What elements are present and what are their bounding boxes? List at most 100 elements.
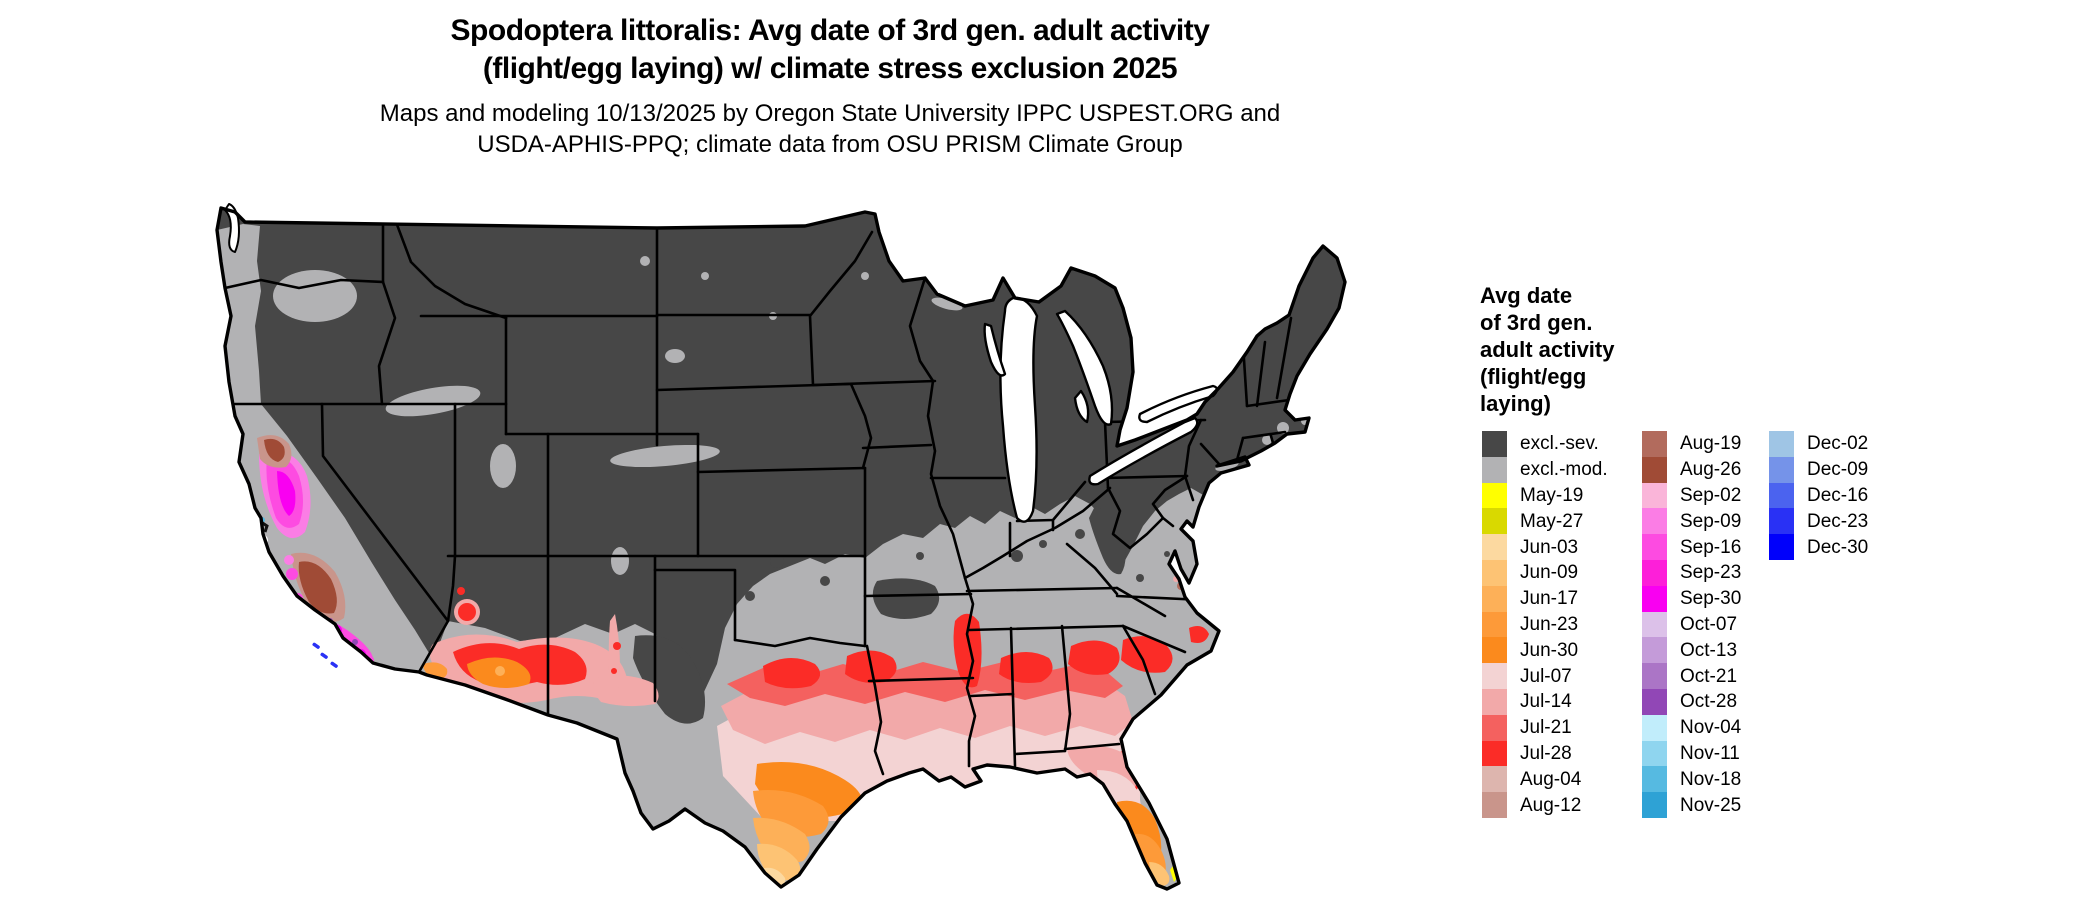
legend-entry-dec-09: Dec-09 [1769, 456, 1869, 483]
page-subtitle-line2: USDA-APHIS-PPQ; climate data from OSU PR… [477, 131, 1183, 158]
legend-swatch [1482, 663, 1507, 689]
legend-label: excl.-mod. [1520, 459, 1608, 481]
legend-label: Jun-09 [1520, 562, 1579, 584]
legend-entry-dec-16: Dec-16 [1769, 482, 1869, 509]
legend-entry-sep-09: Sep-09 [1642, 508, 1742, 535]
us-choropleth-map [165, 166, 1475, 892]
legend-swatch [1482, 740, 1507, 767]
legend-entry-may-27: May-27 [1482, 508, 1608, 535]
legend-swatch [1769, 534, 1794, 560]
legend-swatch [1482, 637, 1507, 664]
us-map-svg [215, 203, 1347, 891]
channel-islands-blue [312, 642, 338, 668]
legend-entry-jul-14: Jul-14 [1482, 688, 1608, 715]
legend-swatch [1642, 431, 1667, 457]
legend-label: May-27 [1520, 510, 1584, 532]
nm-riogrande-sliver [608, 614, 620, 695]
legend-label: May-19 [1520, 484, 1584, 506]
page-subtitle-line1: Maps and modeling 10/13/2025 by Oregon S… [379, 100, 1281, 127]
lake-huron [1055, 309, 1114, 426]
legend-entry-jun-09: Jun-09 [1482, 559, 1608, 586]
legend-entry-jul-07: Jul-07 [1482, 663, 1608, 689]
legend-label: Aug-26 [1680, 459, 1742, 481]
legend-entry-nov-04: Nov-04 [1642, 714, 1742, 741]
legend-swatch [1642, 688, 1667, 715]
legend-swatch [1642, 663, 1667, 689]
legend-label: excl.-sev. [1520, 433, 1599, 455]
region-excl-moderate-patches [273, 256, 1309, 575]
legend-entry-oct-21: Oct-21 [1642, 663, 1741, 689]
legend-label: Jun-17 [1520, 588, 1579, 610]
az-stgeorge-red [457, 587, 465, 595]
legend-swatch [1482, 482, 1507, 509]
legend-swatch [1482, 534, 1507, 560]
legend-entry-dec-02: Dec-02 [1769, 431, 1868, 457]
page-subtitle: Maps and modeling 10/13/2025 by Oregon S… [150, 98, 1510, 160]
legend-entry-aug-12: Aug-12 [1482, 792, 1608, 818]
legend-entry-dec-23: Dec-23 [1769, 508, 1868, 535]
legend-label: Jul-07 [1520, 665, 1572, 687]
legend-swatch [1769, 456, 1794, 483]
legend-label: Dec-09 [1807, 459, 1869, 481]
region-excl-severe-lobes [633, 506, 1170, 724]
state-borders [223, 208, 1293, 776]
legend-label: Jun-23 [1520, 613, 1579, 635]
legend-entry-sep-16: Sep-16 [1642, 534, 1741, 560]
legend-title-line4: (flight/egg [1480, 364, 1587, 389]
legend-label: Oct-21 [1680, 665, 1738, 687]
legend-label: Nov-18 [1680, 768, 1742, 790]
legend-entry-sep-02: Sep-02 [1642, 482, 1742, 509]
legend-label: Jul-28 [1520, 742, 1572, 764]
legend-entry-aug-19: Aug-19 [1642, 431, 1741, 457]
legend-label: Oct-13 [1680, 639, 1738, 661]
legend-swatch [1642, 456, 1667, 483]
nm-red-dab1 [613, 642, 621, 650]
legend-swatch [1482, 792, 1507, 818]
legend-entry-jul-28: Jul-28 [1482, 740, 1608, 767]
legend-column-3: Dec-02 Dec-09 Dec-16 Dec-23 Dec-30 [1769, 431, 1868, 560]
legend-title-line2: of 3rd gen. [1480, 310, 1593, 335]
legend-label: Oct-28 [1680, 691, 1738, 713]
az-vegas-red [458, 603, 476, 621]
legend-label: Nov-04 [1680, 717, 1742, 739]
legend-label: Oct-07 [1680, 613, 1738, 635]
legend-entry-oct-07: Oct-07 [1642, 611, 1741, 638]
legend-entry-aug-04: Aug-04 [1482, 766, 1608, 793]
legend-label: Jul-14 [1520, 691, 1572, 713]
legend-label: Nov-11 [1680, 742, 1740, 764]
legend-swatch [1482, 456, 1507, 483]
legend-title-line1: Avg date [1480, 283, 1573, 308]
legend-label: Nov-25 [1680, 794, 1742, 816]
legend-entry-jul-21: Jul-21 [1482, 714, 1608, 741]
legend-swatch [1769, 431, 1794, 457]
legend-entry-jun-23: Jun-23 [1482, 611, 1608, 638]
legend-swatch [1642, 611, 1667, 638]
legend-swatch [1642, 766, 1667, 793]
legend-entry-dec-30: Dec-30 [1769, 534, 1868, 560]
map-header: Spodoptera littoralis: Avg date of 3rd g… [150, 12, 1510, 160]
legend-label: Sep-02 [1680, 484, 1742, 506]
legend-label: Aug-04 [1520, 768, 1582, 790]
legend-swatch [1642, 482, 1667, 509]
legend-swatch [1482, 611, 1507, 638]
legend-swatch [1482, 559, 1507, 586]
legend-swatch [1642, 740, 1667, 767]
legend-swatch [1482, 508, 1507, 535]
california-colors [238, 435, 374, 665]
legend-label: Dec-16 [1807, 484, 1869, 506]
legend-entry-excl-mod-: excl.-mod. [1482, 456, 1608, 483]
legend-swatch [1642, 534, 1667, 560]
green-bay [983, 322, 1007, 377]
legend-entry-jun-30: Jun-30 [1482, 637, 1608, 664]
legend-label: Sep-09 [1680, 510, 1742, 532]
legend-entry-nov-25: Nov-25 [1642, 792, 1741, 818]
legend-entry-oct-28: Oct-28 [1642, 688, 1741, 715]
legend-title-line5: laying) [1480, 391, 1551, 416]
legend-entry-aug-26: Aug-26 [1642, 456, 1742, 483]
legend-entry-nov-11: Nov-11 [1642, 740, 1741, 767]
legend-title-line3: adult activity [1480, 337, 1615, 362]
legend-label: Jun-30 [1520, 639, 1579, 661]
legend-swatch [1642, 714, 1667, 741]
legend-label: Aug-12 [1520, 794, 1582, 816]
legend-columns: excl.-sev. excl.-mod. May-19 May-27 Jun-03 Ju… [1480, 431, 1920, 831]
